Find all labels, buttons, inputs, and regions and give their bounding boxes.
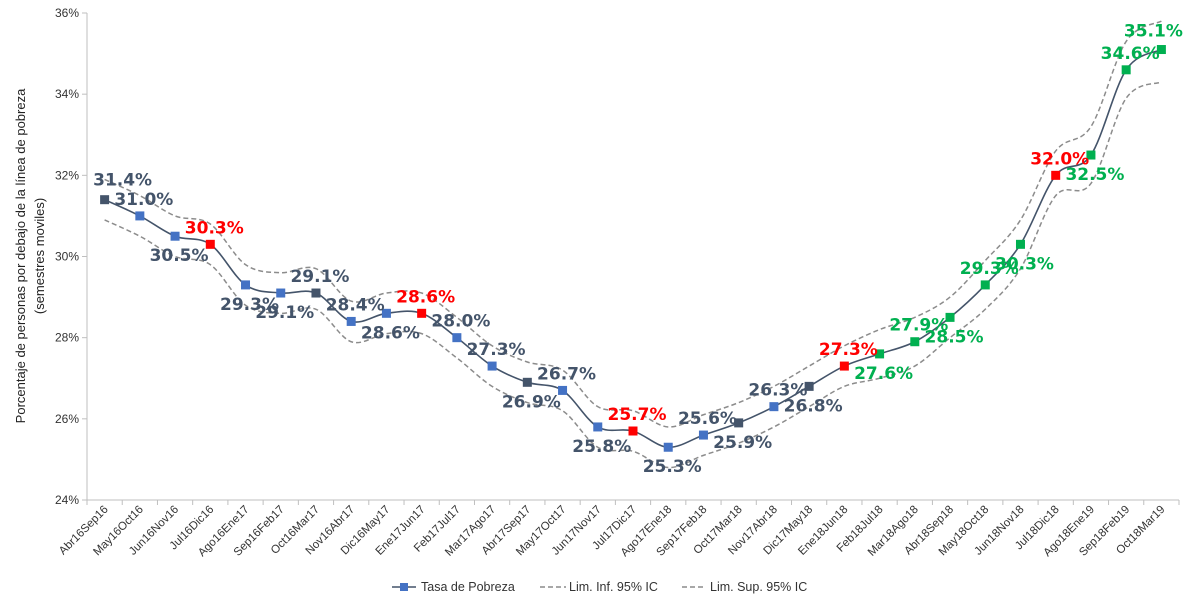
legend-label-tasa: Tasa de Pobreza bbox=[421, 580, 515, 594]
legend-label-sup: Lim. Sup. 95% IC bbox=[710, 580, 807, 594]
data-label: 34.6% bbox=[1101, 44, 1160, 64]
data-label: 30.3% bbox=[995, 254, 1054, 274]
data-point-marker bbox=[1016, 240, 1025, 249]
series-group bbox=[100, 21, 1166, 467]
data-point-marker bbox=[840, 362, 849, 371]
data-label: 27.3% bbox=[819, 340, 878, 360]
data-point-marker bbox=[171, 232, 180, 241]
y-tick-label: 26% bbox=[55, 412, 79, 426]
data-point-marker bbox=[311, 289, 320, 298]
data-label: 28.4% bbox=[326, 295, 385, 315]
data-label: 25.8% bbox=[572, 437, 631, 457]
data-point-marker bbox=[593, 422, 602, 431]
data-point-marker bbox=[629, 427, 638, 436]
data-label: 26.9% bbox=[502, 392, 561, 412]
data-point-marker bbox=[452, 333, 461, 342]
data-point-marker bbox=[241, 280, 250, 289]
y-tick-label: 30% bbox=[55, 250, 79, 264]
data-label: 31.4% bbox=[93, 171, 152, 191]
y-axis-title: Porcentaje de personas por debajo de la … bbox=[13, 88, 47, 423]
data-labels-group: 31.4%31.0%30.5%30.3%29.3%29.1%29.1%28.4%… bbox=[93, 22, 1183, 478]
legend-marker-tasa bbox=[400, 583, 408, 591]
y-axis-title-line1: Porcentaje de personas por debajo de la … bbox=[13, 88, 28, 423]
data-point-marker bbox=[1122, 65, 1131, 74]
y-tick-label: 28% bbox=[55, 331, 79, 345]
data-point-marker bbox=[347, 317, 356, 326]
y-tick-label: 36% bbox=[55, 6, 79, 20]
series-line-lim-sup bbox=[105, 21, 1162, 427]
data-label: 28.5% bbox=[925, 327, 984, 347]
y-tick-label: 32% bbox=[55, 168, 79, 182]
data-label: 26.7% bbox=[537, 364, 596, 384]
data-point-marker bbox=[1051, 171, 1060, 180]
data-label: 30.5% bbox=[150, 246, 209, 266]
data-label: 31.0% bbox=[114, 190, 173, 210]
data-label: 32.5% bbox=[1065, 165, 1124, 185]
data-point-marker bbox=[981, 280, 990, 289]
data-label: 28.6% bbox=[361, 323, 420, 343]
data-point-marker bbox=[664, 443, 673, 452]
data-label: 29.1% bbox=[255, 303, 314, 323]
data-label: 29.1% bbox=[290, 267, 349, 287]
data-label: 25.9% bbox=[713, 433, 772, 453]
data-point-marker bbox=[699, 431, 708, 440]
series-line-tasa-de-pobreza bbox=[105, 50, 1162, 448]
data-label: 25.3% bbox=[643, 457, 702, 477]
data-label: 27.3% bbox=[467, 340, 526, 360]
data-label: 26.8% bbox=[784, 396, 843, 416]
y-axis-title-line2: (semestres moviles) bbox=[32, 198, 47, 314]
data-point-marker bbox=[417, 309, 426, 318]
y-tick-label: 24% bbox=[55, 493, 79, 507]
data-point-marker bbox=[488, 362, 497, 371]
data-point-marker bbox=[135, 211, 144, 220]
legend-label-inf: Lim. Inf. 95% IC bbox=[569, 580, 658, 594]
data-point-marker bbox=[769, 402, 778, 411]
legend: Tasa de Pobreza Lim. Inf. 95% IC Lim. Su… bbox=[392, 580, 807, 594]
data-label: 28.0% bbox=[431, 312, 490, 332]
data-label: 25.6% bbox=[678, 409, 737, 429]
data-label: 30.3% bbox=[185, 218, 244, 238]
data-point-marker bbox=[523, 378, 532, 387]
data-point-marker bbox=[100, 195, 109, 204]
data-label: 35.1% bbox=[1124, 22, 1183, 42]
data-point-marker bbox=[910, 337, 919, 346]
data-label: 25.7% bbox=[608, 405, 667, 425]
data-label: 27.6% bbox=[854, 364, 913, 384]
y-tick-label: 34% bbox=[55, 87, 79, 101]
data-label: 28.6% bbox=[396, 287, 455, 307]
